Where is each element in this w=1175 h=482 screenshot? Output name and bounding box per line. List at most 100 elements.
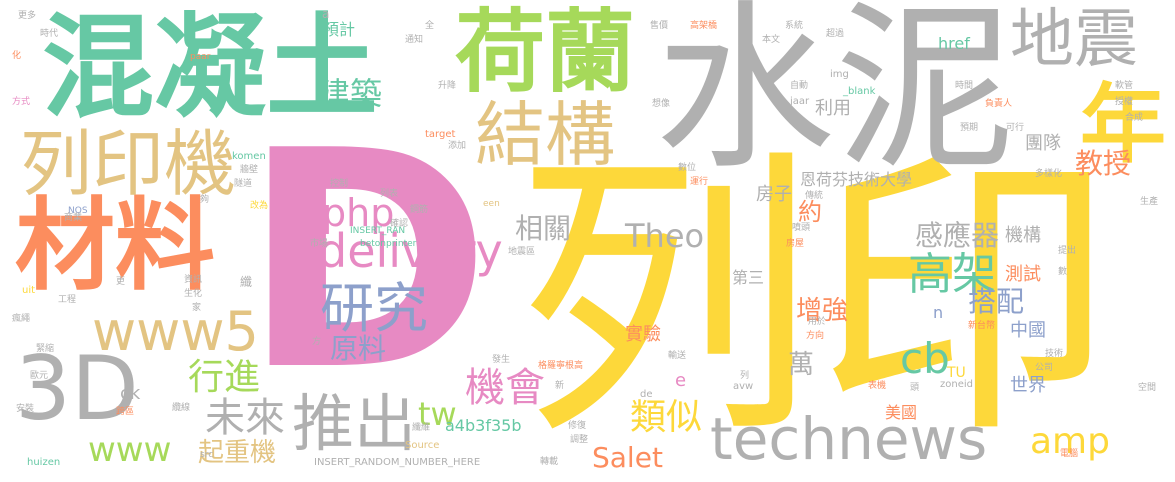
cloud-word: 發生: [492, 355, 511, 365]
cloud-word: 公司: [1035, 363, 1054, 373]
cloud-word: 第三: [732, 268, 765, 287]
cloud-word: 升降: [438, 81, 457, 91]
cloud-word: 改為: [250, 201, 269, 211]
cloud-word: 格羅寧根高: [538, 361, 584, 371]
cloud-word: 確認: [390, 219, 409, 229]
cloud-word: 纖: [240, 275, 253, 289]
cloud-word: 噴頭: [792, 223, 811, 233]
cloud-word: komen: [232, 151, 266, 162]
cloud-word: 地震: [1010, 3, 1138, 77]
cloud-word: 空間: [1138, 383, 1157, 393]
cloud-word: paar: [190, 52, 211, 62]
cloud-word: 更多: [18, 11, 37, 21]
cloud-word: 材料: [15, 187, 215, 304]
cloud-word: 頭: [910, 383, 920, 393]
cloud-word: 房子: [756, 184, 792, 205]
cloud-word: 方向: [806, 331, 825, 341]
cloud-word: 未來: [205, 395, 285, 441]
cloud-word: delivery: [318, 224, 503, 278]
cloud-word: TU: [947, 365, 966, 381]
cloud-word: 原料: [330, 332, 387, 365]
cloud-word: 生產: [1140, 197, 1159, 207]
cloud-word: 市場: [310, 239, 329, 249]
cloud-word: 控制: [330, 179, 349, 189]
cloud-word: zoneid: [940, 379, 973, 390]
cloud-word: INSERT_RAN: [350, 226, 406, 236]
cloud-word: ck: [120, 383, 141, 404]
cloud-word: Source: [405, 440, 440, 451]
cloud-word: 方式: [12, 97, 31, 107]
cloud-word: www: [88, 430, 172, 470]
cloud-word: 高架橋: [690, 21, 718, 31]
cloud-word: 方: [312, 337, 322, 347]
cloud-word: 鋼筋: [410, 205, 429, 215]
cloud-word: 工程: [58, 295, 77, 305]
cloud-word: 類似: [630, 397, 703, 438]
cloud-word: betonprinter: [360, 239, 417, 249]
cloud-word: 自動: [790, 81, 809, 91]
cloud-word: 纜線: [172, 403, 191, 413]
cloud-word: 電腦: [1060, 449, 1079, 459]
cloud-word: 輸送: [668, 351, 687, 361]
cloud-word: 萬: [788, 350, 815, 380]
cloud-word: 新台幣: [968, 321, 996, 331]
cloud-word: 地震區: [508, 247, 536, 257]
cloud-word: 隧道: [234, 179, 253, 189]
cloud-word: 歐元: [30, 371, 49, 381]
cloud-word: 技術: [1045, 349, 1064, 359]
cloud-word: 系統: [785, 21, 804, 31]
cloud-word: 起重機: [198, 438, 277, 468]
cloud-word: 緊縮: [36, 344, 55, 354]
cloud-word: 高架: [908, 249, 996, 300]
cloud-word: 商業: [64, 213, 83, 223]
cloud-word: 想像: [652, 99, 671, 109]
cloud-word: a: [322, 7, 330, 21]
cloud-word: 搭配: [968, 285, 1025, 318]
cloud-word: huizen: [27, 457, 61, 468]
cloud-word: 利用: [815, 98, 851, 119]
cloud-word: target: [425, 129, 456, 140]
cloud-word: 相關: [515, 212, 572, 245]
cloud-word: technews: [710, 405, 988, 473]
cloud-word: src: [200, 450, 214, 460]
cloud-word: 運行: [690, 177, 709, 187]
cloud-word: 纖維: [412, 423, 431, 433]
cloud-word: 家: [192, 303, 202, 313]
cloud-word: Salet: [592, 441, 663, 474]
cloud-word: 機會: [465, 365, 545, 411]
cloud-word: 實驗: [625, 324, 661, 345]
cloud-word: 預期: [960, 123, 979, 133]
cloud-word: php: [322, 191, 395, 235]
cloud-word: 列印: [515, 125, 1115, 474]
cloud-word: www5: [92, 300, 259, 363]
cloud-word: 房屋: [786, 239, 805, 249]
cloud-word: de: [640, 389, 653, 400]
cloud-word: a4b3f35b: [445, 416, 522, 435]
cloud-word: 混凝土: [42, 3, 378, 133]
cloud-word: NOS: [68, 206, 88, 216]
cloud-word: 列表: [380, 189, 399, 199]
cloud-word: 瘋繩: [12, 314, 31, 324]
cloud-word: 合成: [1125, 113, 1144, 123]
cloud-word: INSERT_RANDOM_NUMBER_HERE: [314, 457, 481, 468]
cloud-word: amp: [1030, 421, 1110, 462]
cloud-word: 提出: [1058, 246, 1077, 256]
cloud-word: 教授: [1075, 147, 1132, 180]
cloud-word: 恩荷芬技術大學: [800, 170, 913, 189]
cloud-word: 機構: [1005, 225, 1041, 246]
cloud-word: 數: [1058, 267, 1068, 277]
cloud-word: 列印機: [20, 122, 237, 206]
cloud-word: jaar: [790, 96, 810, 107]
cloud-word: 超過: [826, 29, 845, 39]
cloud-word: 通知: [405, 35, 424, 45]
cloud-word: 約: [798, 198, 822, 226]
cloud-word: 預計: [323, 20, 356, 39]
cloud-word: 化: [12, 51, 22, 61]
cloud-word: uit: [22, 285, 36, 296]
cloud-word: 感應器: [915, 219, 1000, 252]
cloud-word: 生化: [184, 289, 203, 299]
cloud-word: 時代: [40, 29, 59, 39]
cloud-word: 跨區: [116, 407, 135, 417]
cloud-word: href: [938, 34, 970, 53]
cloud-word: 修復: [568, 421, 587, 431]
